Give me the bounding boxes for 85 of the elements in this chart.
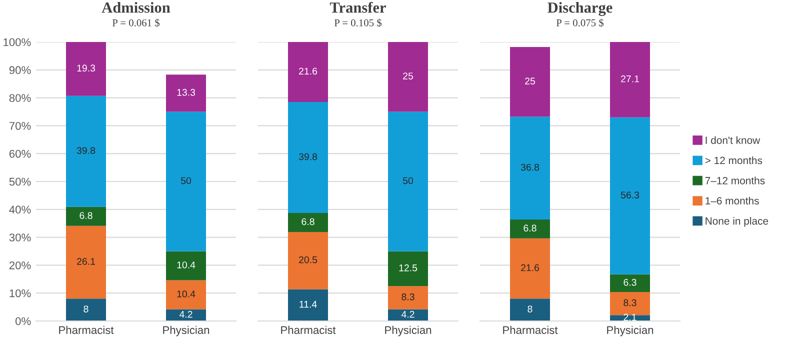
data-label: 26.1 [77, 258, 95, 265]
bar [66, 206, 106, 226]
bar [388, 286, 428, 310]
bar [610, 292, 650, 316]
data-label: 19.3 [77, 64, 96, 72]
bar [510, 116, 550, 220]
bar [66, 96, 106, 207]
data-label: 2.1 [624, 314, 636, 321]
data-label: 27.1 [621, 75, 639, 82]
y-tick-label: 20% [9, 261, 31, 270]
data-label: 6.3 [624, 278, 636, 286]
bar [66, 42, 106, 96]
bar [510, 238, 550, 299]
data-label: 39.8 [76, 147, 96, 154]
chart-title: Transfer [330, 2, 386, 13]
bar [388, 112, 428, 252]
chart-subtitle: P = 0.061 $ [112, 18, 160, 28]
chart-title: Admission [102, 2, 170, 13]
bar [288, 289, 328, 321]
data-label: 8 [84, 306, 88, 312]
legend-label: 1–6 months [706, 196, 759, 205]
chart-subtitle: P = 0.075 $ [556, 18, 604, 28]
data-label: 50 [180, 177, 192, 184]
bar [610, 274, 650, 292]
y-tick-label: 50% [9, 178, 31, 186]
bar [610, 117, 650, 274]
data-label: 20.5 [299, 256, 318, 264]
bar [610, 42, 650, 118]
y-tick-label: 90% [9, 66, 31, 74]
bar [288, 42, 328, 102]
x-tick-label: Pharmacist [59, 326, 114, 334]
x-tick-label: Pharmacist [281, 326, 336, 334]
chart-subtitle: P = 0.105 $ [334, 18, 382, 28]
data-label: 12.5 [399, 264, 418, 272]
bar [288, 213, 328, 232]
data-label: 50 [402, 177, 414, 184]
bar [66, 226, 106, 299]
y-tick-label: 40% [9, 206, 31, 214]
x-tick-label: Physician [385, 326, 432, 336]
data-label: 25 [403, 72, 413, 80]
data-label: 39.8 [298, 153, 318, 160]
legend-label: > 12 months [705, 156, 762, 164]
x-tick-label: Physician [607, 326, 654, 336]
legend-label: 7–12 months [705, 176, 765, 184]
bar [510, 219, 550, 238]
data-label: 8.3 [402, 293, 414, 300]
data-label: 6.8 [524, 224, 536, 232]
data-label: 6.8 [80, 212, 92, 219]
y-tick-label: 60% [9, 150, 31, 158]
y-tick-label: 0% [16, 317, 31, 326]
data-label: 10.4 [177, 261, 196, 268]
chart-title: Discharge [548, 2, 612, 16]
bar [166, 112, 206, 252]
data-label: 13.3 [177, 88, 196, 96]
y-tick-label: 80% [9, 94, 31, 102]
bar [66, 298, 106, 321]
data-label: 21.6 [299, 68, 318, 75]
bar [288, 102, 328, 214]
bar [288, 232, 328, 290]
legend-label: None in place [706, 217, 768, 227]
bar [388, 251, 428, 286]
data-label: 10.4 [177, 290, 196, 298]
bar [388, 42, 428, 112]
bar [510, 47, 550, 117]
y-tick-label: 70% [9, 122, 31, 130]
bar [166, 74, 206, 112]
x-tick-label: Pharmacist [503, 326, 558, 334]
legend-label: I don't know [706, 136, 760, 144]
data-label: 25 [525, 78, 535, 85]
bar [510, 298, 550, 321]
data-label: 8 [528, 306, 532, 312]
data-label: 36.8 [520, 164, 540, 171]
y-tick-label: 100% [4, 38, 31, 46]
x-tick-label: Physician [163, 326, 210, 336]
data-label: 6.8 [302, 218, 314, 226]
bar [166, 280, 206, 310]
data-label: 56.3 [620, 192, 640, 198]
data-label: 4.2 [401, 310, 414, 318]
y-tick-label: 30% [9, 234, 31, 242]
data-label: 4.2 [179, 310, 192, 318]
y-tick-label: 10% [10, 289, 31, 298]
bar [166, 251, 206, 280]
data-label: 21.6 [521, 264, 540, 272]
data-label: 11.4 [300, 300, 317, 308]
data-label: 8.3 [624, 299, 636, 306]
